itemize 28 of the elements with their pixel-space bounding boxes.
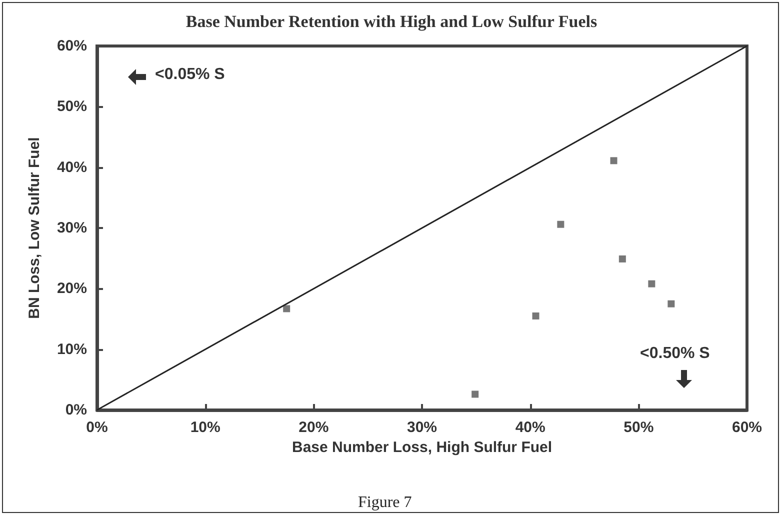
y-tick-label: 20%	[56, 280, 87, 298]
point	[610, 157, 618, 164]
x-tick-label: 60%	[732, 419, 762, 436]
x-axis-title: Base Number Loss, High Sulfur Fuel	[292, 439, 552, 456]
point	[648, 280, 656, 288]
x-tick-label: 10%	[190, 419, 220, 436]
x-tick-label: 0%	[86, 419, 108, 436]
caption: Figure 7	[358, 494, 412, 512]
annotation: <0.50% S	[640, 345, 710, 363]
y-axis-title: BN Loss, Low Sulfur Fuel	[26, 137, 43, 319]
y-tick-label: 0%	[65, 402, 87, 418]
x-tick-label: 50%	[624, 419, 654, 436]
point	[472, 390, 479, 398]
x-tick-label: 30%	[406, 419, 438, 436]
x-tick-label: 20%	[298, 419, 329, 436]
y-tick-label: 40%	[56, 158, 87, 176]
y-tick-label: 60%	[56, 38, 87, 54]
point	[668, 300, 675, 308]
chart-title: Base Number Retention with High and Low Sulfur Fuels	[186, 12, 598, 31]
y-tick-label: 10%	[56, 340, 87, 358]
y-tick-label: 30%	[56, 220, 87, 236]
point	[557, 220, 564, 228]
point	[532, 312, 540, 320]
x-tick-label: 40%	[515, 419, 546, 436]
point	[283, 305, 290, 312]
annotation: <0.05% S	[155, 66, 225, 84]
point	[618, 255, 626, 262]
y-tick-label: 50%	[56, 98, 87, 116]
